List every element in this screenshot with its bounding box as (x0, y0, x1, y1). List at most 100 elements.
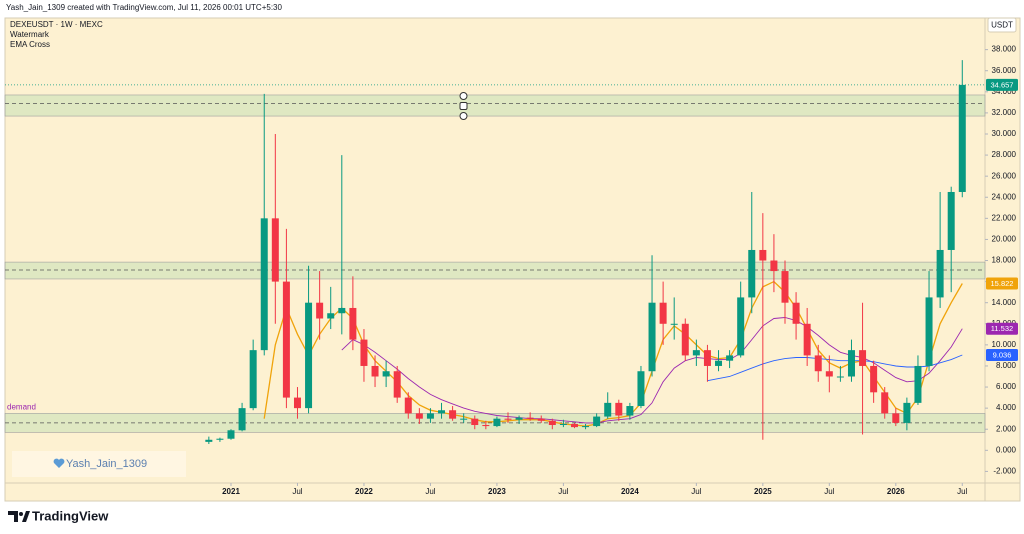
candle-body (604, 402, 612, 417)
candle-body (504, 418, 512, 420)
heart-icon (53, 458, 65, 468)
candle-body (626, 406, 634, 416)
brand: TradingView (32, 508, 109, 523)
candle-body (958, 84, 966, 192)
candle-body (282, 281, 290, 398)
y-tick-label: 36.000 (992, 66, 1017, 75)
candle-body (692, 350, 700, 356)
time-axis-background (5, 483, 1020, 501)
candle-body (726, 355, 734, 361)
candle-body (903, 402, 911, 423)
zone (4, 94, 986, 117)
y-tick-label: 6.000 (996, 382, 1017, 391)
candle-body (316, 302, 324, 319)
candle-body (460, 418, 468, 420)
candle-body (881, 392, 889, 414)
x-tick-label: Jul (824, 487, 834, 496)
candle-body (305, 302, 313, 409)
price-tag (986, 277, 1018, 290)
candle-body (792, 302, 800, 324)
candle-body (681, 323, 689, 356)
x-tick-label: Jul (425, 487, 435, 496)
x-tick-label: 2021 (222, 487, 240, 496)
x-tick-label: Jul (957, 487, 967, 496)
symbol-title: DEXEUSDT · 1W · MEXC (10, 20, 103, 29)
candle-body (670, 323, 678, 325)
candle-body (859, 350, 867, 366)
candle-body (892, 413, 900, 423)
indicator-label: Watermark (10, 30, 50, 39)
candle-body (238, 408, 246, 431)
y-tick-label: -2.000 (993, 467, 1016, 476)
candle-body (836, 376, 844, 378)
candle-body (526, 417, 534, 419)
candle-body (770, 260, 778, 272)
candle-body (715, 360, 723, 366)
currency-button[interactable] (987, 17, 1017, 33)
candle-body (847, 350, 855, 377)
candle-body (393, 371, 401, 398)
x-tick-label: 2022 (355, 487, 373, 496)
x-tick-label: Jul (691, 487, 701, 496)
candle-body (449, 410, 457, 419)
candle-body (548, 420, 556, 426)
candle-body (659, 302, 667, 324)
candle-body (271, 218, 279, 282)
candle-body (703, 350, 711, 366)
candle-body (493, 418, 501, 427)
candle-body (515, 417, 523, 420)
candle-body (615, 402, 623, 416)
candle-body (426, 413, 434, 419)
price-tag-label: 34.657 (991, 80, 1014, 89)
tradingview-logo (8, 511, 30, 522)
x-tick-label: 2024 (621, 487, 639, 496)
candle-body (360, 339, 368, 366)
candle-body (260, 218, 268, 351)
y-tick-label: 34.000 (992, 87, 1017, 96)
candle-body (759, 249, 767, 261)
y-tick-label: 0.000 (996, 445, 1017, 454)
currency-label: USDT (991, 21, 1013, 30)
price-tag-label: 9.036 (993, 351, 1012, 360)
candle-body (914, 365, 922, 403)
candle-body (781, 271, 789, 303)
drawing-handle (459, 102, 468, 110)
indicator-label: EMA Cross (10, 40, 50, 49)
y-tick-label: 30.000 (992, 129, 1017, 138)
price-tag (986, 322, 1018, 335)
candle-body (593, 416, 601, 427)
candle-body (748, 249, 756, 298)
drawing-handle (459, 112, 468, 120)
candle-body (338, 307, 346, 314)
x-tick-label: Jul (558, 487, 568, 496)
candle-body (825, 371, 833, 377)
y-tick-label: 28.000 (992, 150, 1017, 159)
y-tick-label: 38.000 (992, 45, 1017, 54)
y-tick-label: 26.000 (992, 171, 1017, 180)
watermark-box (12, 451, 186, 477)
y-tick-label: 20.000 (992, 235, 1017, 244)
y-tick-label: 10.000 (992, 340, 1017, 349)
price-tag (986, 78, 1018, 91)
zone (4, 261, 986, 280)
price-tag-label: 11.532 (991, 324, 1013, 333)
candle-body (216, 438, 224, 440)
candle-body (227, 430, 235, 439)
y-tick-label: 24.000 (992, 192, 1017, 201)
chart-background (5, 18, 985, 483)
header: Yash_Jain_1309 created with TradingView.… (6, 3, 283, 12)
candle-body (293, 397, 301, 409)
candle-body (471, 418, 479, 426)
candle-body (537, 418, 545, 421)
y-tick-label: 18.000 (992, 256, 1017, 265)
price-tag-label: 15.822 (991, 279, 1014, 288)
candle-body (327, 313, 335, 319)
x-tick-label: Jul (292, 487, 302, 496)
candle-body (415, 413, 423, 419)
candle-body (438, 410, 446, 414)
candle-body (947, 191, 955, 250)
candle-body (925, 297, 933, 366)
x-tick-label: 2025 (754, 487, 772, 496)
candle-body (936, 249, 944, 298)
candle-body (814, 355, 822, 372)
